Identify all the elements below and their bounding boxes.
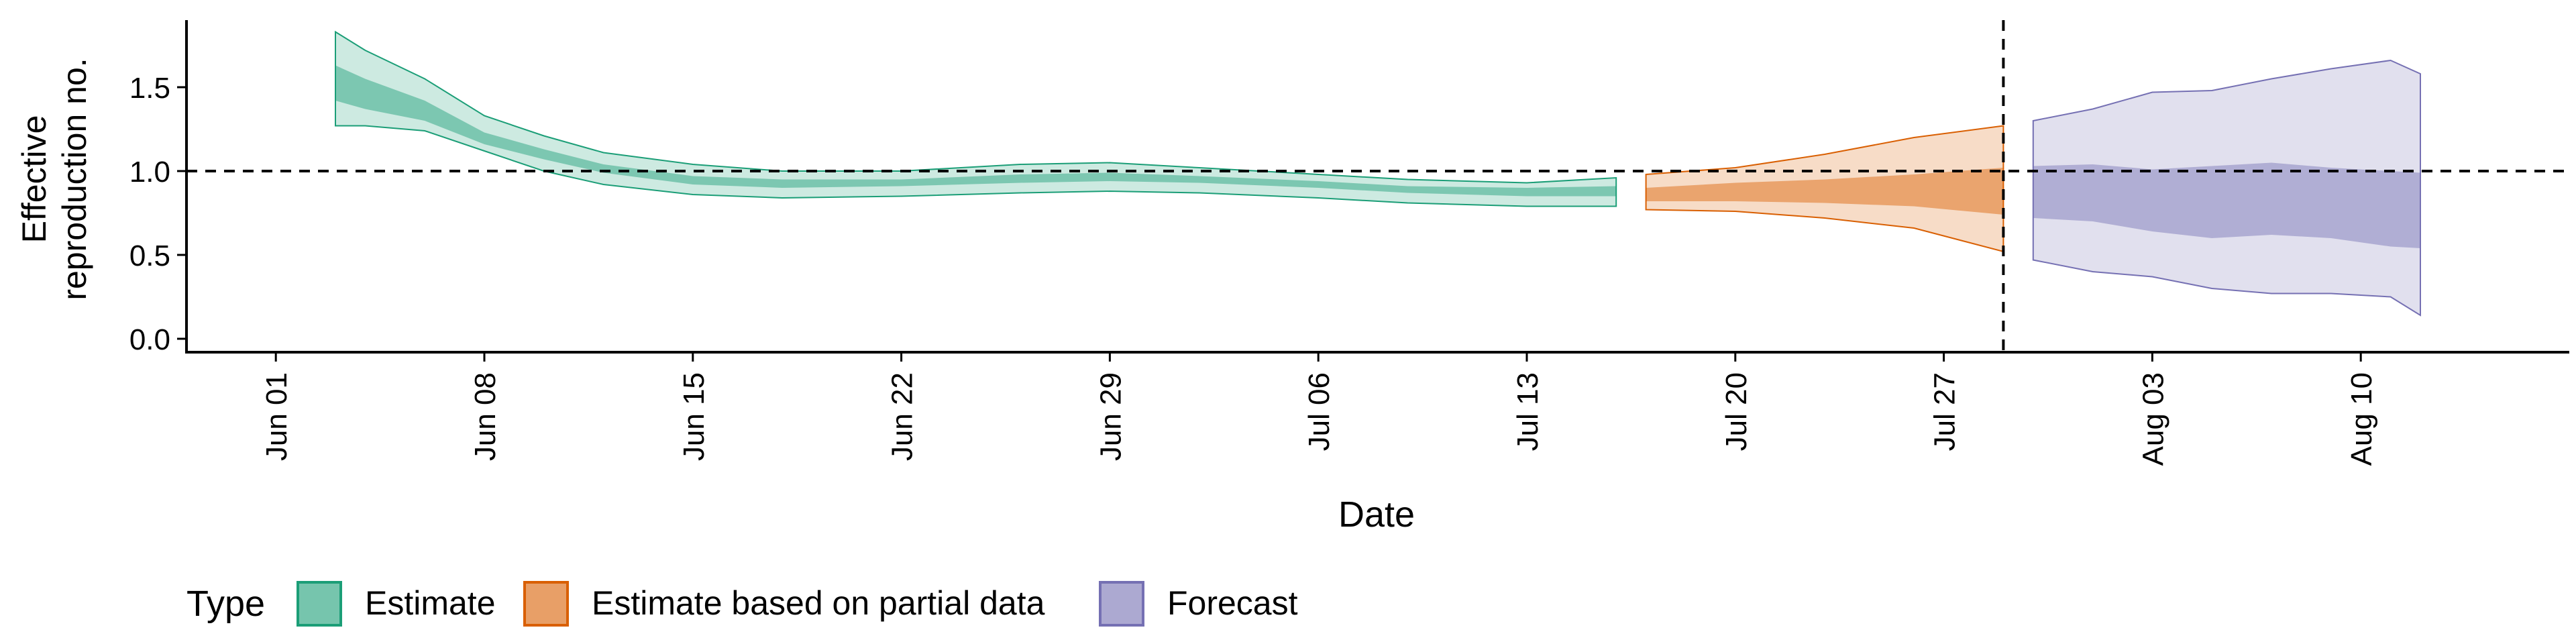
axes: 0.0 0.5 1.0 1.5 Jun 01 Jun 08 Jun 15 Jun 22 Jun … xyxy=(129,20,2569,466)
band-90-forecast xyxy=(2032,59,2421,317)
x-tick-label: Jul 06 xyxy=(1303,372,1336,451)
band-50-estimate-based-on-partial-data xyxy=(1646,168,2004,215)
y-tick-label: 0.0 xyxy=(129,323,170,356)
x-tick-label: Aug 03 xyxy=(2137,372,2169,466)
x-tick-label: Jun 15 xyxy=(678,372,710,461)
reference-lines xyxy=(186,20,2569,352)
legend-key-estimate-based-on-partial-data xyxy=(523,581,569,627)
x-tick-label: Jul 27 xyxy=(1929,372,1962,451)
legend-key-forecast xyxy=(1099,581,1144,627)
band-90-estimate xyxy=(335,30,1617,207)
legend-items: Estimate Estimate based on partial data Fo… xyxy=(297,581,1298,627)
band-50-forecast xyxy=(2033,162,2420,248)
x-tick-label: Aug 10 xyxy=(2345,372,2378,466)
legend-key-estimate xyxy=(297,581,342,627)
x-tick-label: Jul 13 xyxy=(1511,372,1544,451)
x-tick-label: Jun 08 xyxy=(469,372,502,461)
x-axis-title: Date xyxy=(1338,494,1415,535)
legend-label-estimate-based-on-partial-data: Estimate based on partial data xyxy=(592,584,1045,622)
y-axis-title-line2: reproduction no. xyxy=(56,58,93,300)
y-tick-label: 1.5 xyxy=(129,72,170,105)
legend: Type Estimate Estimate based on partial d… xyxy=(186,581,1298,627)
x-tick-label: Jun 22 xyxy=(886,372,919,461)
y-axis-title-line1: Effective xyxy=(15,115,53,244)
legend-title: Type xyxy=(186,584,265,624)
y-tick-label: 0.5 xyxy=(129,239,170,272)
x-tick-label: Jun 01 xyxy=(260,372,293,461)
x-tick-label: Jun 29 xyxy=(1094,372,1127,461)
y-tick-label: 1.0 xyxy=(129,156,170,189)
x-tick-label: Jul 20 xyxy=(1720,372,1753,451)
legend-label-forecast: Forecast xyxy=(1167,584,1298,622)
series-bands xyxy=(335,30,2421,317)
legend-label-estimate: Estimate xyxy=(365,584,496,622)
